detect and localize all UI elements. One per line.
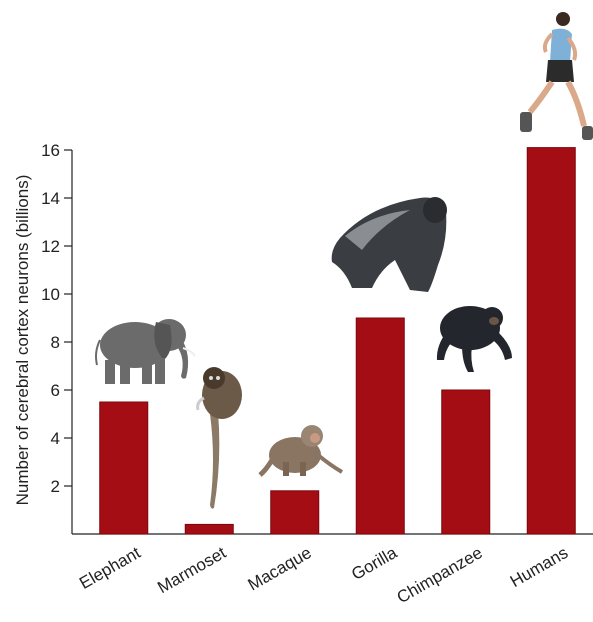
bar-marmoset: [184, 523, 234, 535]
bars: [99, 147, 576, 535]
bar-humans: [526, 147, 576, 535]
y-tick-label: 6: [51, 381, 60, 400]
x-tick-label-humans: Humans: [507, 543, 571, 591]
marmoset-icon: [196, 367, 242, 509]
elephant-icon: [95, 319, 196, 384]
y-tick-label: 8: [51, 333, 60, 352]
bar-gorilla: [355, 317, 405, 535]
y-tick-label: 2: [51, 477, 60, 496]
x-tick-label-chimpanzee: Chimpanzee: [394, 543, 486, 607]
x-tick-label-macaque: Macaque: [245, 543, 315, 594]
y-tick-label: 10: [41, 285, 60, 304]
bar-macaque: [270, 490, 320, 535]
gorilla-icon: [331, 197, 447, 292]
y-tick-label: 4: [51, 429, 60, 448]
runner-icon: [520, 12, 593, 140]
macaque-icon: [258, 425, 344, 477]
y-ticks: 2 4 6 8 10 12 14 16: [41, 141, 72, 496]
bar-elephant: [99, 401, 149, 535]
chimpanzee-icon: [436, 306, 512, 372]
x-tick-label-elephant: Elephant: [76, 543, 144, 593]
x-tick-label-marmoset: Marmoset: [154, 543, 229, 597]
x-tick-label-gorilla: Gorilla: [348, 543, 401, 584]
y-tick-label: 14: [41, 189, 60, 208]
bar-chimpanzee: [441, 389, 491, 535]
x-tick-labels: Elephant Marmoset Macaque GorillaChimpanzee…: [76, 543, 571, 607]
y-axis-label: Number of cerebral cortex neurons (billi…: [13, 175, 32, 506]
y-tick-label: 12: [41, 237, 60, 256]
y-tick-label: 16: [41, 141, 60, 160]
